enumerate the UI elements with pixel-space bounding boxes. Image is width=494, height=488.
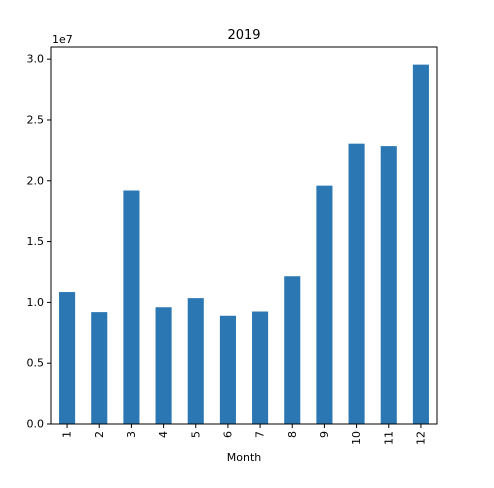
- y-tick-label: 3.0: [27, 53, 45, 66]
- bar-month-4: [155, 307, 172, 424]
- y-tick-label: 0.0: [27, 418, 45, 431]
- bar-month-9: [316, 185, 333, 424]
- x-tick-label: 6: [221, 431, 234, 438]
- y-tick-label: 0.5: [27, 357, 45, 370]
- bar-month-5: [187, 298, 204, 424]
- bar-month-8: [284, 276, 301, 424]
- y-tick-label: 1.5: [27, 235, 45, 248]
- x-tick-label: 1: [61, 431, 74, 438]
- y-tick-label: 2.5: [27, 113, 45, 126]
- y-tick-label: 1.0: [27, 296, 45, 309]
- x-tick-label: 2: [93, 431, 106, 438]
- x-tick-label: 4: [157, 431, 170, 438]
- x-axis-label: Month: [227, 451, 262, 464]
- bar-month-2: [91, 312, 108, 424]
- x-tick-label: 9: [318, 431, 331, 438]
- chart-title: 2019: [227, 28, 260, 43]
- bar-month-1: [59, 292, 76, 424]
- bar-month-12: [412, 64, 429, 424]
- y-axis: 0.0 0.5 1.0 1.5 2.0 2.5 3.0: [27, 53, 51, 431]
- bar-month-11: [380, 146, 397, 425]
- y-tick-label: 2.0: [27, 174, 45, 187]
- bar-month-6: [219, 315, 236, 424]
- x-axis: 1 2 3 4 5 6 7 8 9 10 11 12: [61, 424, 427, 445]
- x-tick-label: 11: [382, 431, 395, 445]
- x-tick-label: 7: [254, 431, 267, 438]
- bars-group: [59, 64, 429, 425]
- x-tick-label: 10: [350, 431, 363, 445]
- bar-month-7: [252, 311, 269, 424]
- x-tick-label: 8: [286, 431, 299, 438]
- bar-month-3: [123, 190, 140, 424]
- plot-frame: [50, 46, 438, 425]
- x-tick-label: 3: [125, 431, 138, 438]
- x-tick-label: 5: [189, 431, 202, 438]
- y-axis-offset-label: 1e7: [52, 33, 73, 46]
- x-tick-label: 12: [414, 431, 427, 445]
- bar-month-10: [348, 143, 365, 424]
